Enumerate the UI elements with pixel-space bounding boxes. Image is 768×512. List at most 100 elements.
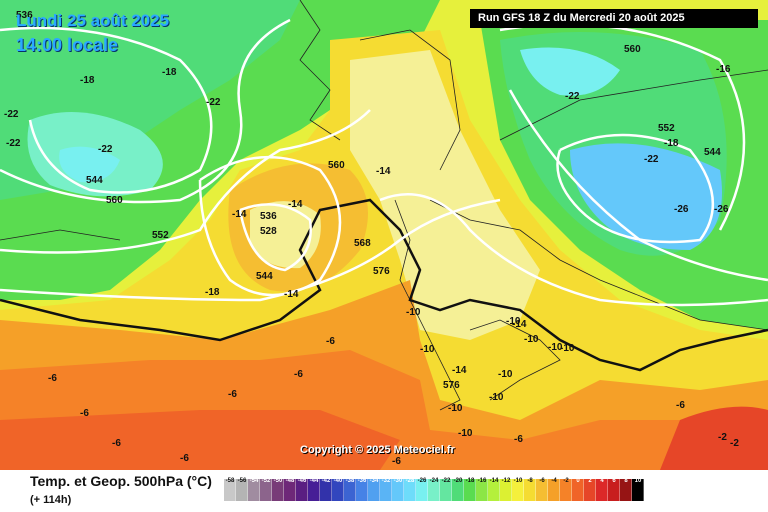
temp-label: -10	[489, 392, 504, 403]
forecast-date: Lundi 25 août 2025	[16, 11, 170, 30]
geop-label: 544	[256, 271, 273, 282]
color-scale-tick: -4	[551, 478, 557, 484]
color-scale-swatch: 8	[620, 478, 632, 501]
color-scale-tick: -42	[321, 478, 331, 484]
color-scale-tick: -20	[453, 478, 463, 484]
temp-label: -6	[392, 456, 401, 467]
temp-label: -10	[548, 342, 563, 353]
color-scale-tick: -28	[405, 478, 415, 484]
color-scale-swatch: -30	[392, 478, 404, 501]
color-scale-tick: -54	[249, 478, 259, 484]
color-scale-tick: -2	[563, 478, 569, 484]
color-scale-swatch: -52	[260, 478, 272, 501]
geop-label: 560	[328, 160, 345, 171]
color-scale-tick: -18	[465, 478, 475, 484]
temp-label: -22	[98, 144, 113, 155]
color-scale-tick: -58	[225, 478, 235, 484]
temp-label: -14	[288, 199, 303, 210]
temp-label: -14	[452, 365, 467, 376]
cutoff-low-core	[250, 201, 321, 269]
color-scale-swatch: 2	[584, 478, 596, 501]
copyright-notice: Copyright © 2025 Meteociel.fr	[300, 444, 455, 456]
color-scale-swatch: -18	[464, 478, 476, 501]
temp-label: -14	[284, 289, 299, 300]
geop-label: 544	[704, 147, 721, 158]
temp-label: -6	[80, 408, 89, 419]
temp-label: -22	[565, 91, 580, 102]
temp-label: -18	[205, 287, 220, 298]
color-scale-swatch: 0	[572, 478, 584, 501]
color-scale-tick: -40	[333, 478, 343, 484]
model-run-info: Run GFS 18 Z du Mercredi 20 août 2025	[470, 9, 758, 28]
color-scale-tick: -10	[513, 478, 523, 484]
color-scale-swatch: -48	[284, 478, 296, 501]
color-scale-tick: -24	[429, 478, 439, 484]
color-scale-swatch: -14	[488, 478, 500, 501]
geop-label: 560	[106, 195, 123, 206]
temp-label: -2	[730, 438, 739, 449]
temp-label: -18	[162, 67, 177, 78]
geop-label: 528	[260, 226, 277, 237]
temp-label: -14	[376, 166, 391, 177]
color-scale-tick: 0	[576, 478, 580, 484]
temp-label: -6	[180, 453, 189, 464]
legend-panel: Temp. et Geop. 500hPa (°C) (+ 114h) -58-…	[0, 470, 768, 512]
color-scale-swatch: -16	[476, 478, 488, 501]
geop-label: 560	[624, 44, 641, 55]
color-scale-swatch: -40	[332, 478, 344, 501]
color-scale-swatch: -50	[272, 478, 284, 501]
color-scale-swatch: -20	[452, 478, 464, 501]
color-scale-tick: -34	[369, 478, 379, 484]
color-scale: -58 -56 -54 -52 -50 -48 -46 -44 -42 -40 -38 -36 -34-…	[224, 478, 644, 501]
temp-label: -10	[560, 343, 575, 354]
temp-label: -6	[228, 389, 237, 400]
hot-zone-middle-east	[660, 406, 768, 470]
color-scale-tick: -22	[441, 478, 451, 484]
temp-label: -26	[674, 204, 689, 215]
temp-label: -10	[524, 334, 539, 345]
temp-label: -6	[326, 336, 335, 347]
geop-label: 576	[443, 380, 460, 391]
temp-label: -6	[112, 438, 121, 449]
geop-label: 544	[86, 175, 103, 186]
temp-label: -14	[232, 209, 247, 220]
map-canvas: 536 544 560 536 528 544 552 560 568 576 …	[0, 0, 768, 470]
color-scale-tick: -36	[357, 478, 367, 484]
color-scale-tick: -12	[501, 478, 511, 484]
temp-label: -6	[294, 369, 303, 380]
weather-map: 536 544 560 536 528 544 552 560 568 576 …	[0, 0, 768, 470]
color-scale-swatch: -8	[524, 478, 536, 501]
color-scale-swatch: -24	[428, 478, 440, 501]
cold-pool-norway	[520, 47, 620, 96]
color-scale-tick: -6	[539, 478, 545, 484]
color-scale-swatch: 4	[596, 478, 608, 501]
geopotential-labels: 536 544 560 536 528 544 552 560 568 576 …	[16, 10, 721, 391]
geop-label: 536	[260, 211, 277, 222]
color-scale-swatch: -38	[344, 478, 356, 501]
temp-label: -10	[498, 369, 513, 380]
temp-label: -22	[4, 109, 19, 120]
hot-zone-sahara	[0, 410, 400, 470]
color-scale-tick: 2	[588, 478, 592, 484]
color-scale-tick: -26	[417, 478, 427, 484]
color-scale-tick: -30	[393, 478, 403, 484]
color-scale-swatch: -34	[368, 478, 380, 501]
legend-subtitle: (+ 114h)	[30, 494, 72, 506]
temp-label: -10	[420, 344, 435, 355]
color-scale-swatch: -42	[320, 478, 332, 501]
temp-label: -10	[506, 316, 521, 327]
color-scale-swatch: -32	[380, 478, 392, 501]
color-scale-tick: -38	[345, 478, 355, 484]
temp-label: -10	[458, 428, 473, 439]
color-scale-tick: -14	[489, 478, 499, 484]
temp-label: -22	[6, 138, 21, 149]
temp-label: -26	[714, 204, 729, 215]
temp-label: -10	[448, 403, 463, 414]
geop-label: 536	[16, 10, 33, 21]
color-scale-tick: -44	[309, 478, 319, 484]
color-scale-tick: -46	[297, 478, 307, 484]
color-scale-swatch: -56	[236, 478, 248, 501]
color-scale-swatch: 6	[608, 478, 620, 501]
color-scale-tick: -16	[477, 478, 487, 484]
color-scale-tick: 8	[624, 478, 628, 484]
